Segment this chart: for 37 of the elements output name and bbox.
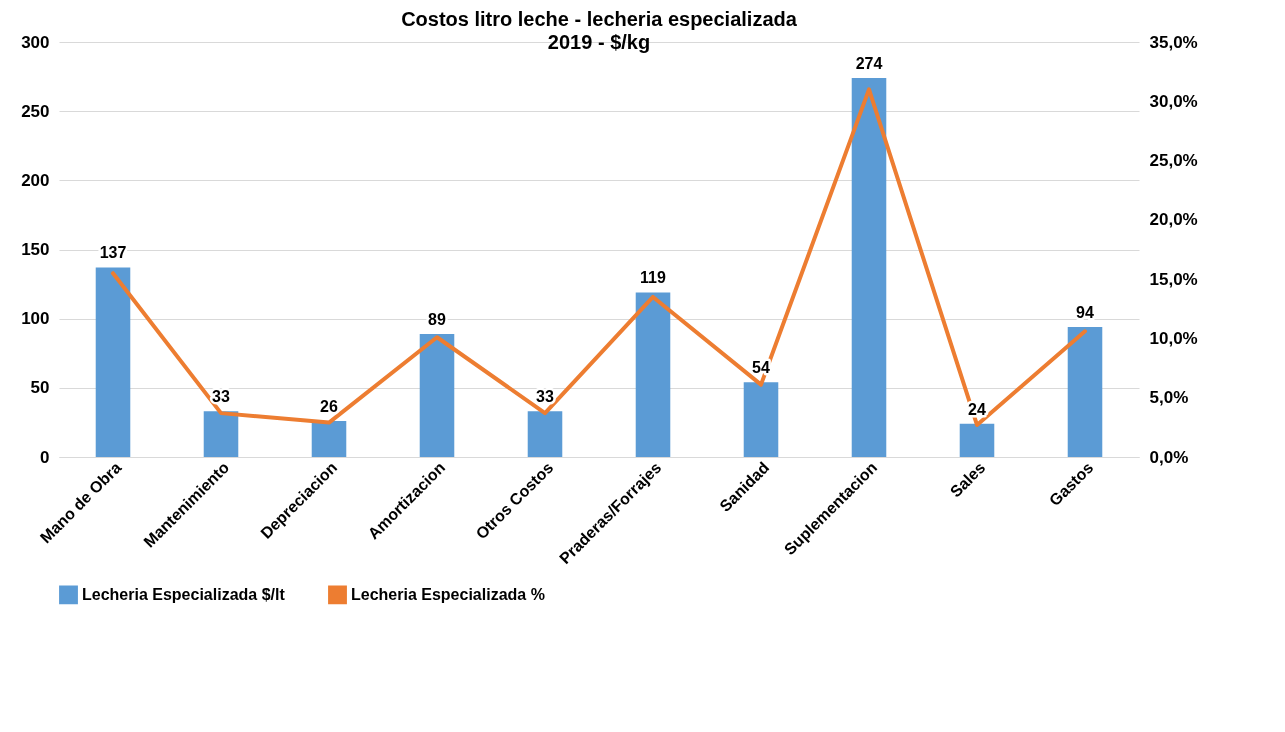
chart-subtitle: 2019 - $/kg xyxy=(547,31,651,53)
y-tick-label: 250 xyxy=(21,101,50,121)
data-label: 94 xyxy=(1076,303,1094,321)
y2-tick-label: 25,0% xyxy=(1149,151,1198,171)
y-tick-label: 0 xyxy=(40,447,50,467)
chart-title: Costos litro leche - lecheria especializada xyxy=(401,8,798,30)
data-label: 89 xyxy=(428,310,446,328)
y-tick-label: 200 xyxy=(21,170,50,190)
bar xyxy=(851,77,887,457)
y2-tick-label: 35,0% xyxy=(1149,32,1198,52)
data-label: 274 xyxy=(855,54,883,72)
y-tick-label: 50 xyxy=(30,378,50,398)
bar xyxy=(959,423,995,457)
bar xyxy=(1067,326,1103,457)
y2-tick-label: 10,0% xyxy=(1149,328,1198,348)
data-label: 137 xyxy=(99,244,127,262)
y-tick-label: 300 xyxy=(21,32,50,52)
data-label: 119 xyxy=(640,269,667,287)
bar xyxy=(203,411,239,457)
y2-tick-label: 5,0% xyxy=(1149,388,1189,408)
y-tick-label: 100 xyxy=(21,309,50,329)
legend-label: Lecheria Especializada $/lt xyxy=(82,585,286,603)
y2-tick-label: 20,0% xyxy=(1149,210,1198,230)
data-label: 33 xyxy=(212,388,230,406)
y-tick-label: 150 xyxy=(21,240,50,259)
bar xyxy=(95,267,131,457)
y2-tick-label: 15,0% xyxy=(1149,269,1198,289)
bar xyxy=(743,382,779,457)
bar xyxy=(419,333,455,457)
bar xyxy=(635,292,671,457)
bar xyxy=(527,411,563,457)
bar xyxy=(311,421,347,457)
y2-tick-label: 0,0% xyxy=(1149,447,1189,467)
y2-tick-label: 30,0% xyxy=(1149,91,1198,111)
data-label: 33 xyxy=(536,388,554,406)
data-label: 26 xyxy=(320,398,338,416)
legend-label: Lecheria Especializada % xyxy=(351,585,545,603)
